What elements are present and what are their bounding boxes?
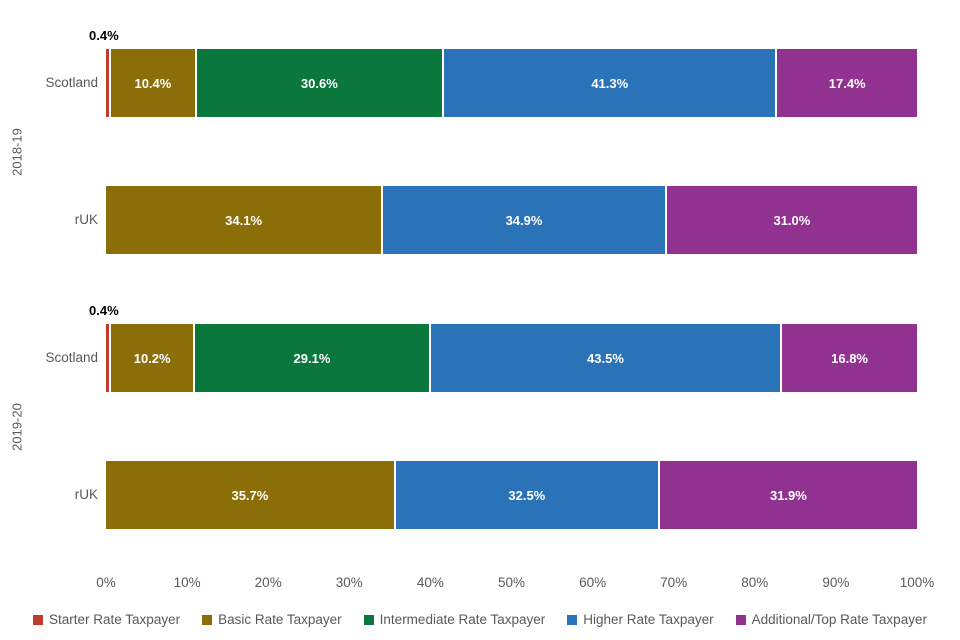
legend: Starter Rate Taxpayer Basic Rate Taxpayer… [0,612,960,627]
x-axis-tick: 60% [579,575,607,590]
legend-item: Starter Rate Taxpayer [33,612,180,627]
segment-label: 16.8% [831,350,868,366]
segment-label: 34.1% [225,212,263,228]
segment-label: 31.0% [773,212,811,228]
segment-outside-label: 0.4% [89,303,119,318]
x-axis-tick: 10% [173,575,201,590]
x-axis-tick: 70% [660,575,688,590]
bar-row: 10.4% 30.6% 41.3% 17.4% [106,49,917,117]
bar-segment [106,324,112,392]
segment-label: 41.3% [591,75,629,91]
legend-swatch-icon [735,614,746,625]
bar-segment: 29.1% [195,324,431,392]
bar-segment: 10.2% [111,324,196,392]
bar-row: 34.1% 34.9% 31.0% [106,186,917,254]
x-axis-tick: 20% [254,575,282,590]
legend-label: Higher Rate Taxpayer [583,612,714,627]
legend-label: Intermediate Rate Taxpayer [379,612,546,627]
legend-swatch-icon [363,614,374,625]
segment-label: 30.6% [300,75,338,91]
x-axis-tick: 100% [899,575,935,590]
legend-label: Starter Rate Taxpayer [49,612,181,627]
x-axis: 0% 10% 20% 30% 40% 50% 60% 70% 80% 90% 100% [0,575,960,595]
legend-label: Basic Rate Taxpayer [218,612,342,627]
bar-segment: 16.8% [782,324,918,392]
segment-label: 31.9% [769,487,807,503]
segment-label: 29.1% [293,350,331,366]
x-axis-tick: 40% [416,575,444,590]
segment-label: 10.2% [133,350,171,366]
legend-item: Basic Rate Taxpayer [202,612,342,627]
bar-segment: 32.5% [395,461,660,529]
segment-label: 34.9% [505,212,543,228]
bar-segment: 43.5% [430,324,783,392]
group-label: 2019-20 [9,402,25,451]
bar-segment: 41.3% [444,49,778,117]
segment-label: 17.4% [828,75,866,91]
bar-segment: 34.1% [106,186,384,254]
row-label: Scotland [45,350,98,365]
segment-label: 35.7% [231,487,269,503]
legend-item: Intermediate Rate Taxpayer [363,612,546,627]
legend-label: Additional/Top Rate Taxpayer [751,612,927,627]
bar-segment: 35.7% [106,461,396,529]
bar-row: 35.7% 32.5% 31.9% [106,461,917,529]
x-axis-tick: 30% [335,575,363,590]
bar-segment [106,49,112,117]
bar-row: 10.2% 29.1% 43.5% 16.8% [106,324,918,392]
legend-swatch-icon [202,614,213,625]
legend-item: Additional/Top Rate Taxpayer [735,612,927,627]
segment-label: 10.4% [134,75,172,91]
x-axis-tick: 80% [741,575,769,590]
segment-label: 43.5% [587,350,624,366]
x-axis-tick: 90% [822,575,850,590]
segment-outside-label: 0.4% [89,28,119,43]
bar-segment: 17.4% [777,49,917,117]
legend-swatch-icon [567,614,578,625]
segment-label: 32.5% [508,487,546,503]
bar-segment: 34.9% [383,186,667,254]
x-axis-tick: 0% [96,575,116,590]
x-axis-tick: 50% [497,575,526,590]
legend-swatch-icon [33,614,44,625]
bar-segment: 30.6% [196,49,445,117]
row-label: Scotland [45,75,98,90]
bar-segment: 31.0% [666,186,917,254]
legend-item: Higher Rate Taxpayer [567,612,714,627]
group-label: 2018-19 [9,127,25,176]
bar-segment: 10.4% [111,49,197,117]
bar-segment: 31.9% [659,461,917,529]
row-label: rUK [74,487,98,502]
row-label: rUK [74,212,98,227]
